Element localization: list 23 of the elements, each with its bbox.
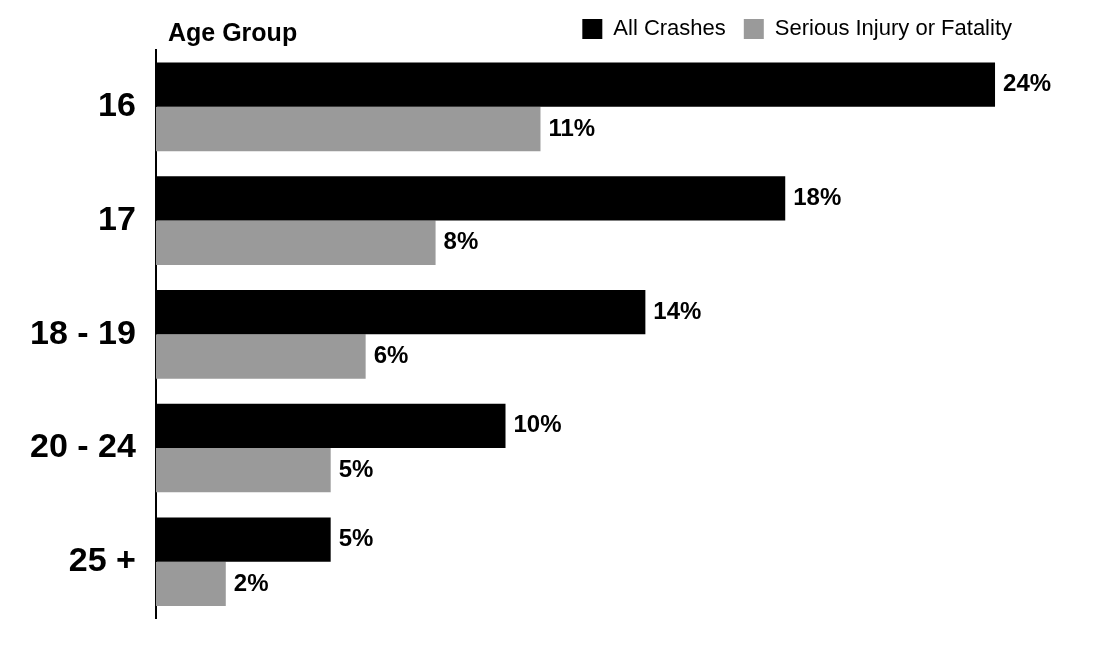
data-label: 8% [443,227,479,255]
legend-label: All Crashes [613,15,726,41]
data-label: 5% [338,454,374,482]
data-label: 11% [548,113,596,141]
data-label: 5% [338,524,374,552]
legend-label: Serious Injury or Fatality [774,15,1012,41]
data-label: 14% [653,296,702,324]
bar [155,448,331,493]
data-label: 10% [513,410,562,438]
data-label: 2% [233,568,269,596]
y-axis-title: Age Group [168,18,298,47]
y-tick-label: 20 - 24 [29,426,136,465]
data-label: 24% [1003,69,1052,97]
bar [155,106,541,152]
data-label: 6% [373,341,409,369]
y-tick-label: 18 - 19 [29,312,136,351]
bar [155,561,226,607]
y-tick-label: 17 [98,198,136,237]
bar [155,334,366,379]
data-label: 18% [793,183,842,211]
y-tick-label: 25 + [68,540,136,579]
y-tick-label: 16 [98,85,136,124]
bar [155,220,436,265]
